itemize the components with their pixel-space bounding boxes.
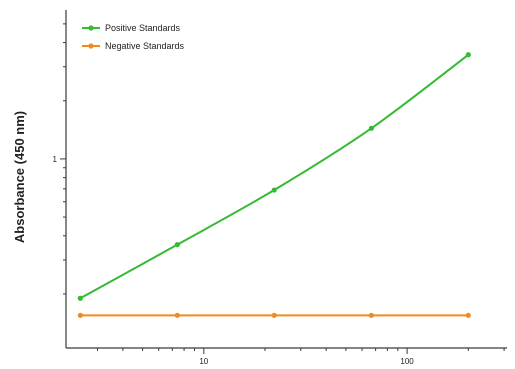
- data-point-s0-3: [368, 125, 374, 131]
- legend-label: Positive Standards: [105, 23, 181, 33]
- data-point-s1-1: [174, 312, 180, 318]
- x-axis-ticks: 10 100: [96, 348, 505, 366]
- y-axis-label: Absorbance (450 nm): [12, 111, 27, 243]
- data-points: [77, 52, 471, 318]
- data-point-s0-1: [174, 242, 180, 248]
- data-point-s0-0: [77, 295, 83, 301]
- legend-item: Negative Standards: [82, 41, 185, 51]
- data-point-s0-4: [465, 52, 471, 58]
- legend-item: Positive Standards: [82, 23, 181, 33]
- data-point-s1-4: [465, 312, 471, 318]
- legend-swatch-marker: [88, 43, 94, 49]
- data-point-s1-3: [368, 312, 374, 318]
- data-point-s0-2: [271, 187, 277, 193]
- legend-swatch-marker: [88, 25, 94, 31]
- legend: Positive Standards Negative Standards: [82, 23, 185, 51]
- y-axis-ticks: 1: [53, 23, 66, 295]
- legend-label: Negative Standards: [105, 41, 185, 51]
- data-point-s1-2: [271, 312, 277, 318]
- series-line-0: [79, 53, 469, 300]
- y-tick-label: 1: [53, 155, 58, 164]
- x-tick-label: 10: [199, 357, 208, 366]
- series-lines: [79, 53, 469, 317]
- x-tick-label: 100: [400, 357, 414, 366]
- data-point-s1-0: [77, 312, 83, 318]
